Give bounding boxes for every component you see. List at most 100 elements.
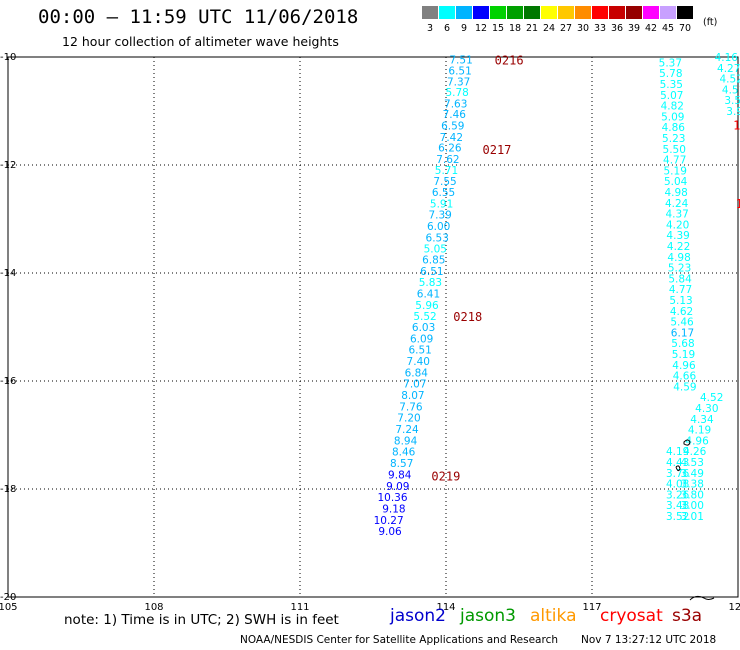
wave-height-label: 6.03 [412,322,435,334]
satellite-label-jason2: jason2 [390,606,446,626]
wave-height-label: 8.57 [390,458,413,470]
wave-height-label: 6.26 [438,143,462,155]
legend-swatch-12 [473,6,489,19]
pass-time-label: 0219 [431,470,460,484]
wave-height-label: 9.09 [386,481,409,493]
wave-height-label: 6.59 [441,121,464,133]
wave-height-label: 7.24 [395,424,419,436]
wave-height-label: 4.19 [688,425,711,437]
y-tick-label: -20 [0,592,16,603]
legend-swatch-24 [541,6,557,19]
x-tick-label: 105 [0,602,18,613]
legend-label-45: 45 [661,23,675,34]
wave-height-label: 5.04 [664,176,688,188]
legend-label-24: 24 [542,23,556,34]
pass-time-label: 0217 [483,143,512,157]
wave-height-label: 3.99 [726,106,740,118]
legend-swatch-42 [643,6,659,19]
y-tick-label: -18 [0,484,16,495]
wave-height-label: 5.07 [660,90,683,102]
wave-height-label: 6.41 [417,289,440,301]
satellite-label-s3a: s3a [672,606,703,626]
wave-height-label: 4.52 [700,392,723,404]
pass-time-label: 0216 [495,54,524,68]
wave-height-label: 3.76 [666,468,690,480]
wave-height-label: 4.98 [667,252,690,264]
wave-height-label: 8.94 [394,435,418,447]
legend-swatch-9 [456,6,472,19]
wave-height-label: 5.84 [668,273,692,285]
wave-height-label: 5.23 [668,263,691,275]
legend-label-21: 21 [525,23,539,34]
wave-height-label: 4.34 [690,414,714,426]
wave-height-label: 3.80 [681,489,704,501]
wave-height-label: 4.96 [672,360,696,372]
y-tick-label: -16 [0,376,16,387]
wave-height-label: 4.59 [673,381,696,393]
wave-height-label: 4.66 [673,371,697,383]
wave-height-label: 5.35 [660,79,683,91]
wave-height-label: 4.37 [665,209,688,221]
wave-height-label: 4.98 [664,187,687,199]
legend-label-18: 18 [508,23,522,34]
wave-height-label: 6.84 [405,367,429,379]
wave-height-label: 5.09 [661,111,684,123]
wave-height-label: 5.78 [445,87,468,99]
wave-height-label: 9.06 [378,526,402,538]
legend-label-9: 9 [460,23,468,34]
wave-height-label: 3.52 [666,511,689,523]
wave-height-label: 6.85 [422,255,445,267]
legend-label-36: 36 [610,23,624,34]
legend-label-70: 70 [678,23,692,34]
wave-height-label: 8.07 [401,390,424,402]
wave-height-label: 5.23 [662,133,685,145]
legend-swatch-27 [558,6,574,19]
wave-height-label: 7.55 [433,176,456,188]
x-tick-label: 114 [436,602,455,613]
wave-height-label: 4.53 [681,457,704,469]
wave-height-label: 4.62 [670,306,693,318]
y-tick-label: -12 [0,160,16,171]
wave-height-label: 6.51 [420,266,443,278]
x-tick-label: 117 [582,602,601,613]
pass-time-label: 0218 [453,310,482,324]
legend-label-15: 15 [491,23,505,34]
x-tick-label: 120 [728,602,740,613]
wave-height-label: 7.63 [444,98,467,110]
wave-height-label: 9.18 [382,503,405,515]
wave-height-label: 4.52 [719,74,740,86]
wave-height-label: 6.17 [671,327,694,339]
wave-height-label: 5.83 [419,277,442,289]
legend-swatch-39 [626,6,642,19]
wave-height-label: 5.71 [435,165,458,177]
legend-swatch-45 [660,6,676,19]
coastline [683,439,691,446]
wave-height-label: 4.22 [667,241,690,253]
wave-height-label: 4.43 [666,457,689,469]
wave-height-label: 7.39 [428,210,451,222]
satellite-label-altika: altika [530,606,577,626]
y-tick-label: -14 [0,268,16,279]
wave-height-label: 7.40 [407,356,430,368]
legend-swatch-21 [524,6,540,19]
wave-height-label: 4.86 [662,122,686,134]
wave-height-label: 4.26 [683,446,707,458]
legend-swatch-6 [439,6,455,19]
wave-height-label: 6.51 [408,345,431,357]
wave-height-label: 4.77 [663,155,686,167]
wave-height-label: 3.58 [724,95,740,107]
x-tick-label: 108 [144,602,163,613]
legend-swatch-15 [490,6,506,19]
wave-height-label: 5.96 [415,300,439,312]
wave-height-label: 5.91 [430,198,453,210]
wave-height-label: 10.27 [374,515,404,527]
chart-title: 00:00 – 11:59 UTC 11/06/2018 [38,6,359,28]
legend-swatch-70 [677,6,693,19]
pass-time-label: 1046 [733,119,740,133]
legend-label-42: 42 [644,23,658,34]
legend-swatch-30 [575,6,591,19]
wave-height-label: 7.51 [449,55,472,67]
legend-label-6: 6 [443,23,451,34]
wave-height-label: 3.01 [681,511,704,523]
wave-height-label: 6.09 [410,333,433,345]
